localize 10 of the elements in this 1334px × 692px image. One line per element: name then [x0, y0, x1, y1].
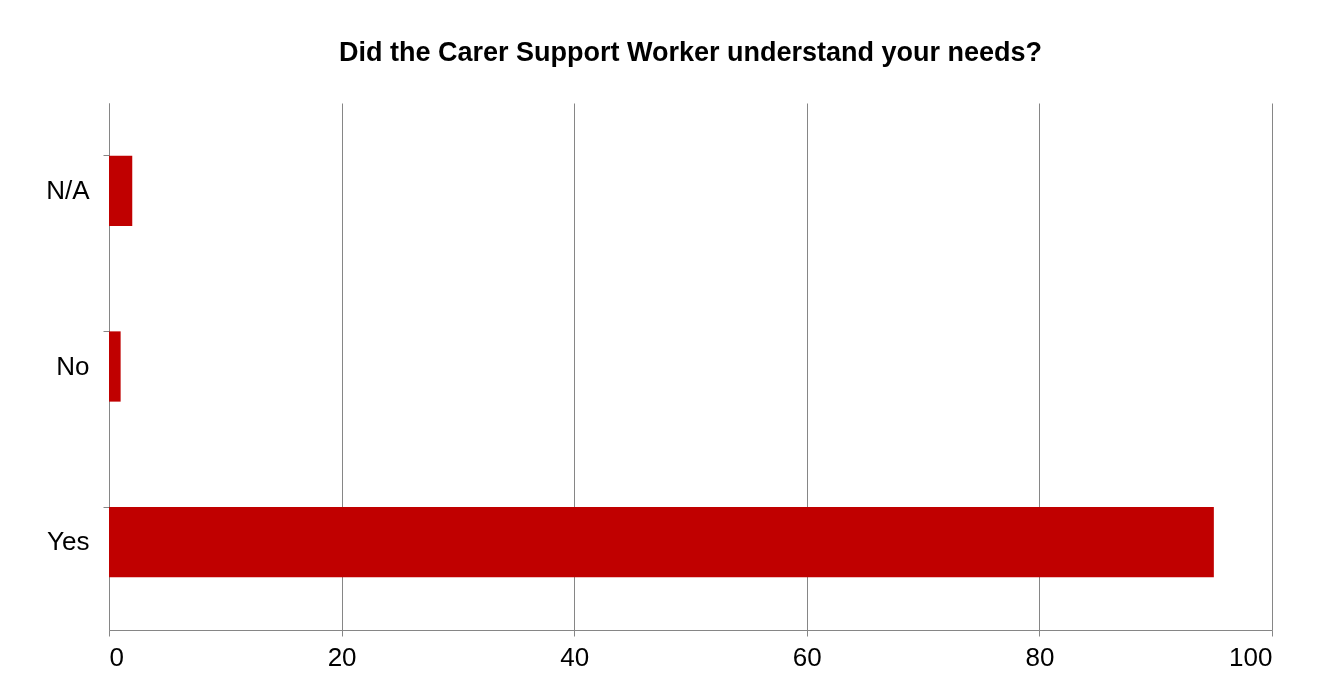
chart-title: Did the Carer Support Worker understand your needs? [338, 37, 1043, 67]
y-tick-label: No [56, 350, 90, 381]
x-tick-label: 100 [1229, 641, 1273, 672]
y-tick-label: Yes [47, 526, 90, 557]
x-tick-label: 80 [1025, 641, 1055, 672]
x-tick-label: 20 [327, 641, 357, 672]
x-tick-label: 0 [109, 641, 124, 672]
x-tick-label: 40 [560, 641, 590, 672]
x-tick-label: 60 [792, 641, 822, 672]
y-tick-label: N/A [46, 174, 91, 205]
